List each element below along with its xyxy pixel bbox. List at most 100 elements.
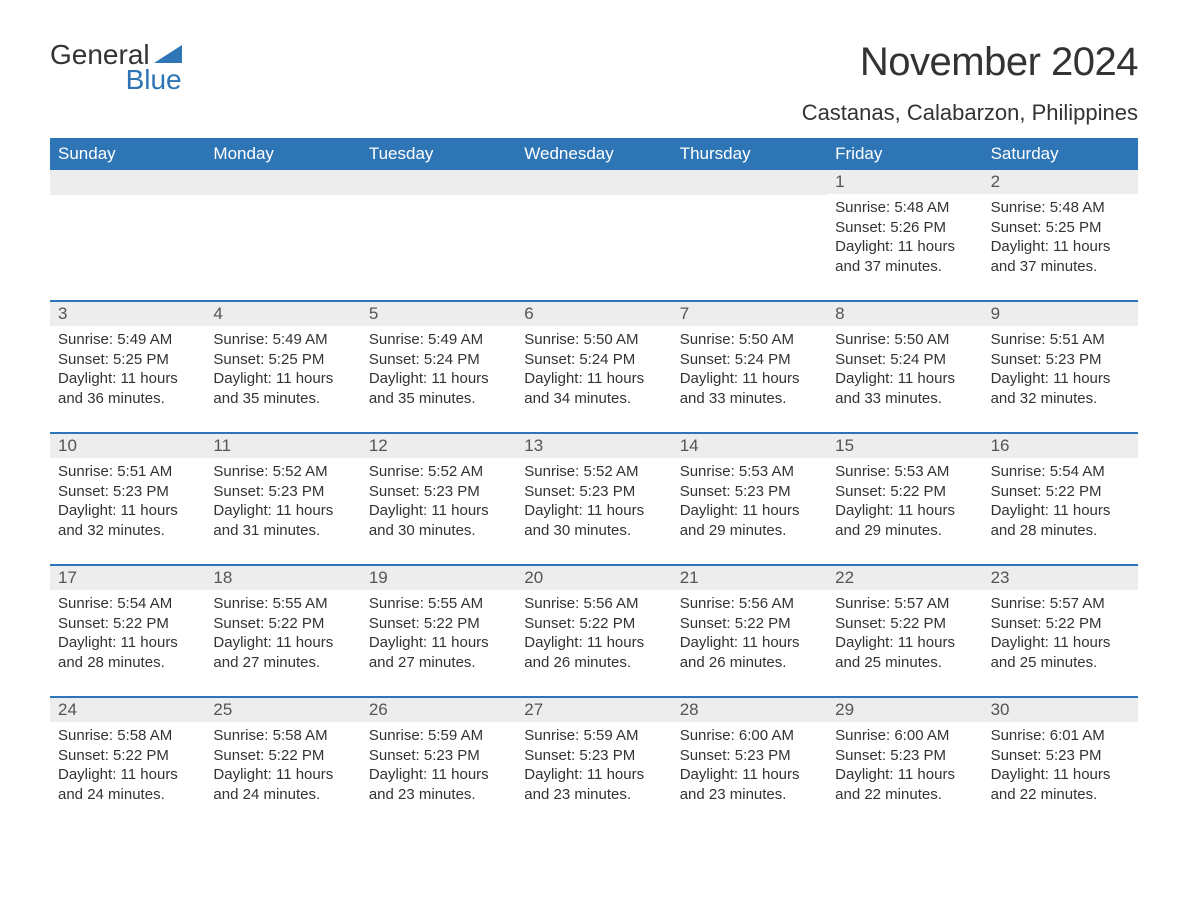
sunrise-line: Sunrise: 5:50 AM	[680, 330, 819, 350]
daylight-line: Daylight: 11 hours and 32 minutes.	[58, 501, 197, 540]
daylight-line: Daylight: 11 hours and 29 minutes.	[680, 501, 819, 540]
day-number	[516, 170, 671, 195]
calendar-cell: 28Sunrise: 6:00 AMSunset: 5:23 PMDayligh…	[672, 698, 827, 818]
day-number: 11	[205, 434, 360, 458]
day-number	[361, 170, 516, 195]
day-data: Sunrise: 5:56 AMSunset: 5:22 PMDaylight:…	[516, 590, 671, 674]
day-data: Sunrise: 5:54 AMSunset: 5:22 PMDaylight:…	[50, 590, 205, 674]
sunset-line: Sunset: 5:26 PM	[835, 218, 974, 238]
day-data: Sunrise: 5:55 AMSunset: 5:22 PMDaylight:…	[361, 590, 516, 674]
day-number	[50, 170, 205, 195]
day-data: Sunrise: 5:56 AMSunset: 5:22 PMDaylight:…	[672, 590, 827, 674]
sunrise-value: 5:48 AM	[894, 199, 949, 216]
sunrise-value: 5:56 AM	[583, 595, 638, 612]
day-number: 8	[827, 302, 982, 326]
calendar-week: 10Sunrise: 5:51 AMSunset: 5:23 PMDayligh…	[50, 432, 1138, 554]
calendar-cell: 1Sunrise: 5:48 AMSunset: 5:26 PMDaylight…	[827, 170, 982, 290]
sunrise-value: 5:51 AM	[1050, 331, 1105, 348]
weekday-header-row: SundayMondayTuesdayWednesdayThursdayFrid…	[50, 138, 1138, 170]
calendar-cell: 2Sunrise: 5:48 AMSunset: 5:25 PMDaylight…	[983, 170, 1138, 290]
day-data: Sunrise: 5:50 AMSunset: 5:24 PMDaylight:…	[672, 326, 827, 410]
day-number: 26	[361, 698, 516, 722]
sunset-line: Sunset: 5:23 PM	[369, 746, 508, 766]
sunrise-value: 5:50 AM	[739, 331, 794, 348]
day-number: 19	[361, 566, 516, 590]
day-data: Sunrise: 5:58 AMSunset: 5:22 PMDaylight:…	[50, 722, 205, 806]
calendar-cell: 10Sunrise: 5:51 AMSunset: 5:23 PMDayligh…	[50, 434, 205, 554]
daylight-line: Daylight: 11 hours and 24 minutes.	[58, 765, 197, 804]
calendar-cell: 25Sunrise: 5:58 AMSunset: 5:22 PMDayligh…	[205, 698, 360, 818]
day-data: Sunrise: 5:49 AMSunset: 5:24 PMDaylight:…	[361, 326, 516, 410]
sunrise-value: 5:59 AM	[583, 727, 638, 744]
daylight-line: Daylight: 11 hours and 22 minutes.	[991, 765, 1130, 804]
daylight-line: Daylight: 11 hours and 35 minutes.	[369, 369, 508, 408]
calendar-cell: 17Sunrise: 5:54 AMSunset: 5:22 PMDayligh…	[50, 566, 205, 686]
daylight-line: Daylight: 11 hours and 37 minutes.	[991, 237, 1130, 276]
calendar-cell: 13Sunrise: 5:52 AMSunset: 5:23 PMDayligh…	[516, 434, 671, 554]
daylight-line: Daylight: 11 hours and 25 minutes.	[991, 633, 1130, 672]
sunrise-line: Sunrise: 5:50 AM	[524, 330, 663, 350]
sunset-line: Sunset: 5:23 PM	[835, 746, 974, 766]
sunset-line: Sunset: 5:25 PM	[213, 350, 352, 370]
sunset-value: 5:25 PM	[1046, 219, 1102, 236]
day-number: 1	[827, 170, 982, 194]
sunrise-value: 5:57 AM	[894, 595, 949, 612]
sunrise-line: Sunrise: 6:01 AM	[991, 726, 1130, 746]
day-data: Sunrise: 5:50 AMSunset: 5:24 PMDaylight:…	[827, 326, 982, 410]
daylight-line: Daylight: 11 hours and 25 minutes.	[835, 633, 974, 672]
sunset-line: Sunset: 5:24 PM	[835, 350, 974, 370]
calendar-cell: 14Sunrise: 5:53 AMSunset: 5:23 PMDayligh…	[672, 434, 827, 554]
sunrise-value: 5:57 AM	[1050, 595, 1105, 612]
day-data: Sunrise: 6:01 AMSunset: 5:23 PMDaylight:…	[983, 722, 1138, 806]
calendar-cell: 15Sunrise: 5:53 AMSunset: 5:22 PMDayligh…	[827, 434, 982, 554]
sunrise-line: Sunrise: 5:50 AM	[835, 330, 974, 350]
calendar-cell: 26Sunrise: 5:59 AMSunset: 5:23 PMDayligh…	[361, 698, 516, 818]
sunrise-value: 5:50 AM	[894, 331, 949, 348]
calendar-cell	[205, 170, 360, 290]
sunset-value: 5:23 PM	[579, 483, 635, 500]
location-subtitle: Castanas, Calabarzon, Philippines	[50, 100, 1138, 126]
sunset-value: 5:23 PM	[424, 483, 480, 500]
calendar-cell	[672, 170, 827, 290]
sunset-line: Sunset: 5:22 PM	[213, 614, 352, 634]
calendar-cell: 5Sunrise: 5:49 AMSunset: 5:24 PMDaylight…	[361, 302, 516, 422]
day-number: 30	[983, 698, 1138, 722]
sunset-line: Sunset: 5:23 PM	[680, 746, 819, 766]
sunrise-line: Sunrise: 5:49 AM	[58, 330, 197, 350]
day-data: Sunrise: 5:52 AMSunset: 5:23 PMDaylight:…	[205, 458, 360, 542]
day-number	[205, 170, 360, 195]
sunset-line: Sunset: 5:23 PM	[991, 746, 1130, 766]
sunset-value: 5:22 PM	[1046, 615, 1102, 632]
sunset-line: Sunset: 5:22 PM	[835, 614, 974, 634]
day-number: 9	[983, 302, 1138, 326]
weekday-header: Monday	[205, 138, 360, 170]
sunrise-line: Sunrise: 5:48 AM	[835, 198, 974, 218]
sunset-value: 5:23 PM	[579, 747, 635, 764]
calendar-cell: 30Sunrise: 6:01 AMSunset: 5:23 PMDayligh…	[983, 698, 1138, 818]
calendar-cell: 18Sunrise: 5:55 AMSunset: 5:22 PMDayligh…	[205, 566, 360, 686]
daylight-line: Daylight: 11 hours and 22 minutes.	[835, 765, 974, 804]
calendar-cell: 19Sunrise: 5:55 AMSunset: 5:22 PMDayligh…	[361, 566, 516, 686]
daylight-line: Daylight: 11 hours and 29 minutes.	[835, 501, 974, 540]
daylight-line: Daylight: 11 hours and 33 minutes.	[835, 369, 974, 408]
calendar-cell: 3Sunrise: 5:49 AMSunset: 5:25 PMDaylight…	[50, 302, 205, 422]
day-number: 29	[827, 698, 982, 722]
day-data: Sunrise: 5:57 AMSunset: 5:22 PMDaylight:…	[983, 590, 1138, 674]
sunrise-value: 5:50 AM	[583, 331, 638, 348]
sunrise-value: 5:53 AM	[894, 463, 949, 480]
day-data: Sunrise: 5:59 AMSunset: 5:23 PMDaylight:…	[361, 722, 516, 806]
calendar-cell: 7Sunrise: 5:50 AMSunset: 5:24 PMDaylight…	[672, 302, 827, 422]
sunrise-line: Sunrise: 5:54 AM	[991, 462, 1130, 482]
sunset-value: 5:23 PM	[890, 747, 946, 764]
sunrise-line: Sunrise: 5:49 AM	[369, 330, 508, 350]
sunrise-value: 5:55 AM	[273, 595, 328, 612]
weekday-header: Sunday	[50, 138, 205, 170]
sunrise-line: Sunrise: 5:56 AM	[524, 594, 663, 614]
sunset-value: 5:23 PM	[1046, 747, 1102, 764]
sunset-value: 5:23 PM	[1046, 351, 1102, 368]
daylight-line: Daylight: 11 hours and 26 minutes.	[680, 633, 819, 672]
day-number: 2	[983, 170, 1138, 194]
sunset-line: Sunset: 5:22 PM	[58, 746, 197, 766]
sunset-line: Sunset: 5:22 PM	[213, 746, 352, 766]
sunrise-line: Sunrise: 5:49 AM	[213, 330, 352, 350]
